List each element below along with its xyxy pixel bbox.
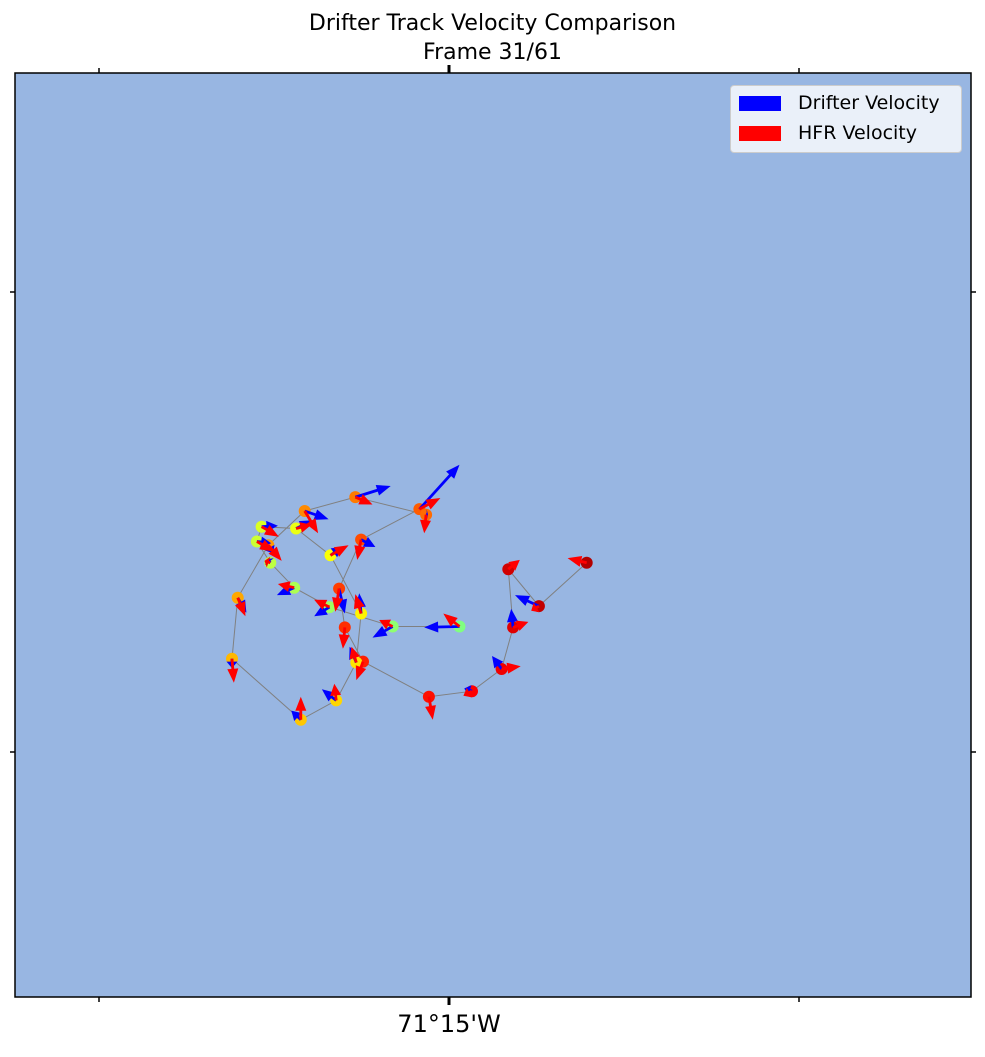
chart-subtitle: Frame 31/61 — [423, 40, 562, 65]
legend-label-drifter: Drifter Velocity — [798, 92, 940, 114]
legend-swatch-drifter — [739, 95, 781, 111]
legend-swatch-hfr — [739, 125, 781, 141]
drifter-arrow-13 — [354, 485, 391, 499]
hfr-arrow-8 — [338, 627, 350, 649]
hfr-arrow-2 — [507, 559, 520, 571]
hfr-velocity-arrows — [227, 494, 587, 720]
hfr-arrow-0 — [567, 556, 587, 567]
drifter-arrow-18 — [291, 710, 302, 721]
hfr-arrow-18 — [295, 696, 307, 720]
hfr-arrow-23 — [295, 522, 312, 533]
chart-title: Drifter Track Velocity Comparison — [308, 11, 677, 36]
hfr-arrow-16 — [235, 597, 246, 617]
hfr-arrow-13 — [354, 494, 373, 505]
map-frame — [14, 72, 972, 998]
hfr-arrow-3 — [512, 620, 529, 631]
drifter-arrow-3 — [507, 608, 518, 628]
track-point-27 — [288, 581, 301, 594]
legend-item-hfr: HFR Velocity — [739, 122, 917, 144]
ocean-background — [15, 73, 971, 997]
hfr-arrow-30 — [443, 613, 461, 628]
hfr-arrow-9 — [332, 588, 343, 612]
hfr-arrow-28 — [314, 599, 331, 610]
drifter-arrow-30 — [424, 621, 460, 633]
map-area — [14, 72, 972, 998]
drifter-arrow-14 — [304, 509, 329, 520]
drifter-arrow-11 — [418, 464, 460, 511]
drifter-arrow-4 — [492, 656, 504, 670]
hfr-arrow-10 — [354, 539, 366, 560]
hfr-arrow-29 — [379, 619, 394, 630]
hfr-arrow-14 — [303, 510, 319, 534]
hfr-arrow-27 — [277, 581, 295, 592]
hfr-arrow-19 — [330, 683, 342, 701]
legend: Drifter Velocity HFR Velocity — [730, 85, 962, 153]
hfr-arrow-24 — [260, 525, 279, 537]
drifter-arrow-5 — [464, 685, 473, 696]
hfr-arrow-22 — [329, 545, 349, 557]
hfr-arrow-21 — [354, 594, 365, 614]
hfr-arrow-26 — [264, 556, 271, 568]
hfr-arrow-12 — [420, 514, 431, 534]
track-point-13 — [349, 491, 362, 504]
hfr-arrow-1 — [531, 602, 540, 613]
hfr-arrow-20 — [349, 646, 361, 663]
drifter-arrow-28 — [314, 605, 331, 617]
drifter-arrow-12 — [426, 509, 428, 521]
track-point-3 — [507, 621, 520, 634]
hfr-arrow-6 — [425, 696, 436, 720]
track-point-6 — [422, 690, 435, 703]
hfr-arrow-5 — [463, 687, 473, 698]
legend-item-drifter: Drifter Velocity — [739, 92, 940, 114]
x-tick-label: 71°15'W — [397, 1010, 501, 1038]
legend-label-hfr: HFR Velocity — [798, 122, 917, 144]
hfr-arrow-25 — [256, 539, 275, 552]
drifter-arrow-29 — [372, 625, 394, 638]
drifter-arrow-10 — [360, 536, 376, 547]
hfr-arrow-17 — [227, 658, 239, 683]
hfr-arrow-7 — [355, 661, 367, 681]
hfr-arrow-4 — [501, 662, 521, 674]
hfr-arrow-11 — [418, 498, 441, 511]
tick-marks — [10, 65, 976, 1005]
